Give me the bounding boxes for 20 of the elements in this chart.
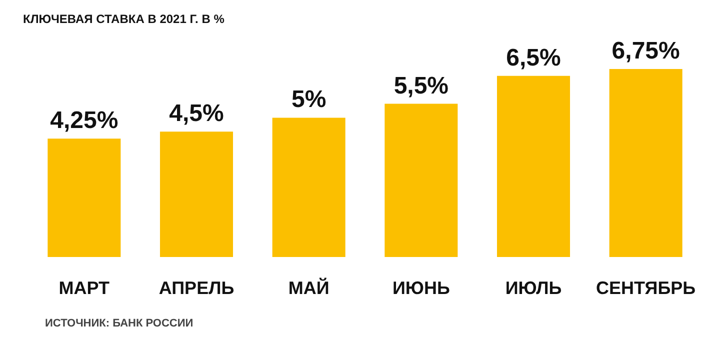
x-tick-label: АПРЕЛЬ: [158, 278, 234, 298]
x-tick-label: СЕНТЯБРЬ: [596, 278, 696, 298]
data-label: 5%: [291, 86, 326, 114]
text: ИСТОЧНИК: БАНК РОССИИ: [45, 318, 194, 330]
x-tick-label: ИЮНЬ: [392, 278, 450, 298]
chart-title: КЛЮЧЕВАЯ СТАВКА В 2021 Г. В %: [23, 12, 225, 26]
bar: [272, 118, 346, 257]
bar: [496, 76, 570, 257]
data-label: 5,5%: [394, 72, 449, 100]
bar: [48, 138, 121, 257]
x-tick-label: МАЙ: [288, 277, 330, 298]
data-label: 6,75%: [612, 37, 680, 64]
data-label: 4,5%: [169, 100, 224, 128]
x-tick-label: ИЮЛЬ: [505, 278, 562, 298]
bar: [384, 104, 458, 257]
data-label: 4,25%: [50, 107, 118, 134]
x-tick-label: МАРТ: [58, 278, 110, 298]
data-label: 6,5%: [506, 44, 561, 72]
bar: [609, 68, 682, 257]
bar: [160, 132, 234, 257]
